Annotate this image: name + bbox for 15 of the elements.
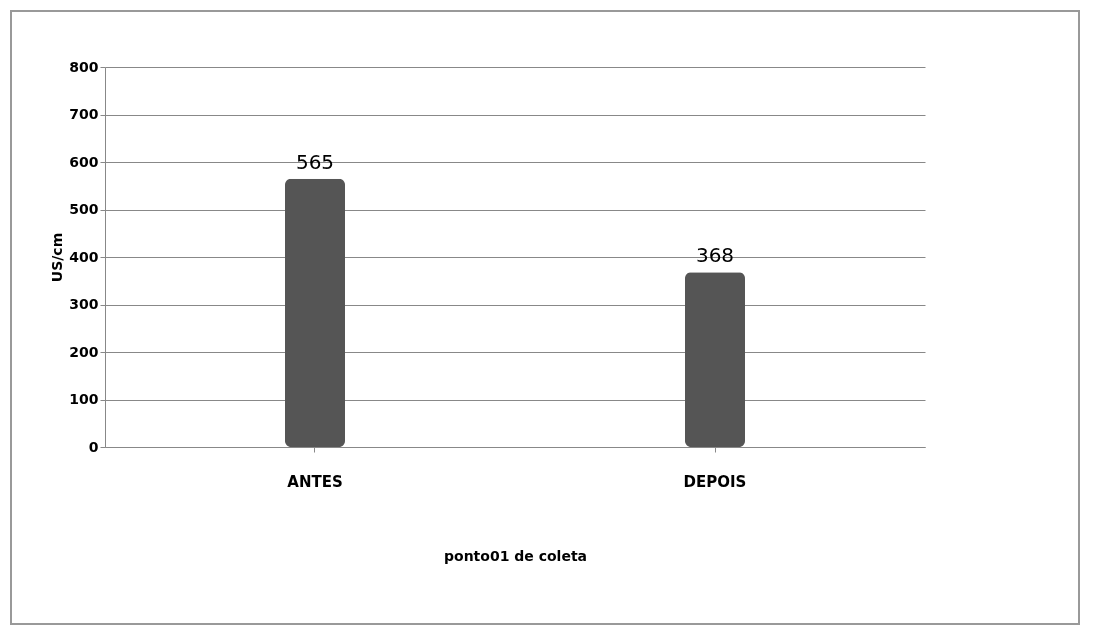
y-tick-label: 700 [69,106,99,122]
data-label: 565 [295,149,335,174]
y-tick-label: 300 [69,296,99,312]
x-tick-label: ANTES [287,472,343,491]
y-tick-label: 400 [69,248,99,265]
x-tick-label: DEPOIS [683,472,747,491]
y-tick-label: 800 [69,58,99,75]
y-tick-label: 200 [69,343,99,360]
y-tick-label: 500 [69,201,99,217]
x-axis-title: ponto01 de coleta [443,547,588,564]
y-axis-title: US/cm [49,232,66,283]
y-tick-label: 0 [88,438,99,455]
data-label: 368 [695,243,735,268]
y-tick-label: 100 [69,391,99,407]
y-tick-label: 600 [69,153,99,170]
